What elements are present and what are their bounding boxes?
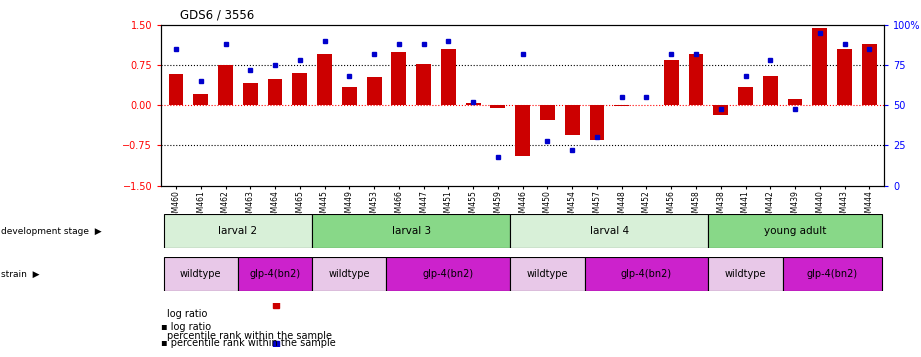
Bar bbox=[342, 86, 356, 105]
Bar bbox=[169, 74, 183, 105]
Bar bbox=[708, 257, 783, 291]
Bar bbox=[738, 86, 753, 105]
Bar bbox=[862, 44, 877, 105]
Bar bbox=[292, 73, 308, 105]
Bar bbox=[664, 60, 679, 105]
Bar bbox=[164, 214, 312, 248]
Bar bbox=[218, 65, 233, 105]
Bar bbox=[466, 103, 481, 105]
Text: larval 4: larval 4 bbox=[589, 226, 629, 236]
Text: larval 2: larval 2 bbox=[218, 226, 258, 236]
Bar bbox=[243, 83, 258, 105]
Bar bbox=[510, 257, 585, 291]
Bar bbox=[510, 214, 708, 248]
Text: GDS6 / 3556: GDS6 / 3556 bbox=[180, 9, 254, 21]
Bar bbox=[317, 54, 332, 105]
Text: development stage  ▶: development stage ▶ bbox=[1, 227, 101, 236]
Text: wildtype: wildtype bbox=[180, 269, 222, 279]
Bar bbox=[164, 257, 238, 291]
Text: strain  ▶: strain ▶ bbox=[1, 270, 40, 278]
Bar bbox=[540, 105, 554, 120]
Text: log ratio: log ratio bbox=[167, 309, 207, 319]
Bar bbox=[515, 105, 530, 156]
Bar bbox=[565, 105, 579, 135]
Text: percentile rank within the sample: percentile rank within the sample bbox=[167, 331, 332, 341]
Text: wildtype: wildtype bbox=[527, 269, 568, 279]
Bar bbox=[441, 49, 456, 105]
Text: glp-4(bn2): glp-4(bn2) bbox=[250, 269, 300, 279]
Bar bbox=[416, 64, 431, 105]
Bar bbox=[391, 52, 406, 105]
Text: wildtype: wildtype bbox=[725, 269, 766, 279]
Bar bbox=[708, 214, 881, 248]
Bar bbox=[714, 105, 729, 115]
Bar bbox=[614, 105, 629, 106]
Bar bbox=[589, 105, 604, 140]
Text: glp-4(bn2): glp-4(bn2) bbox=[807, 269, 857, 279]
Bar bbox=[787, 99, 802, 105]
Text: larval 3: larval 3 bbox=[391, 226, 431, 236]
Bar bbox=[387, 257, 510, 291]
Bar bbox=[312, 214, 510, 248]
Bar bbox=[268, 79, 283, 105]
Text: ▪ log ratio: ▪ log ratio bbox=[161, 322, 211, 332]
Bar bbox=[193, 94, 208, 105]
Text: glp-4(bn2): glp-4(bn2) bbox=[621, 269, 672, 279]
Bar bbox=[585, 257, 708, 291]
Bar bbox=[367, 77, 381, 105]
Bar bbox=[491, 105, 506, 108]
Bar bbox=[312, 257, 387, 291]
Bar bbox=[689, 54, 704, 105]
Bar bbox=[238, 257, 312, 291]
Text: ▪ percentile rank within the sample: ▪ percentile rank within the sample bbox=[161, 338, 336, 348]
Text: glp-4(bn2): glp-4(bn2) bbox=[423, 269, 474, 279]
Text: wildtype: wildtype bbox=[329, 269, 370, 279]
Bar bbox=[812, 28, 827, 105]
Text: young adult: young adult bbox=[764, 226, 826, 236]
Bar bbox=[837, 49, 852, 105]
Bar bbox=[783, 257, 881, 291]
Bar bbox=[763, 76, 777, 105]
